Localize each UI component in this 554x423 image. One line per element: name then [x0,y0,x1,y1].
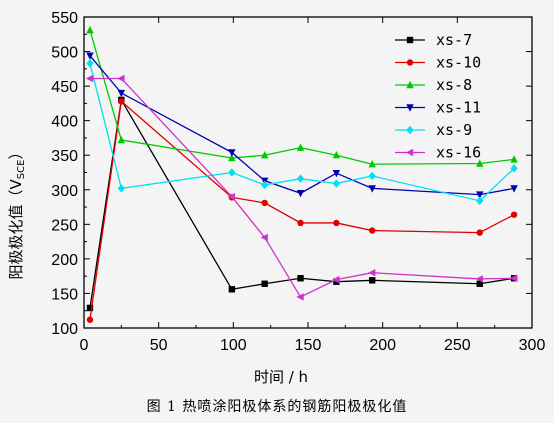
y-tick-label: 400 [51,114,78,131]
data-point [510,185,518,193]
legend-item-xs-16: xs-16 [395,144,481,162]
data-point [296,143,305,151]
legend-marker [406,80,414,89]
series-xs-10 [86,98,518,323]
data-point [297,219,304,227]
legend: xs-7 xs-10 xs-8 xs-11 xs-9 xs-16 [395,31,481,162]
y-tick-label: 150 [51,286,78,303]
data-point [227,192,236,201]
data-point [332,151,341,159]
data-point [369,277,376,284]
data-point [368,160,376,168]
data-point [228,149,236,157]
legend-item-xs-8: xs-8 [395,76,472,94]
data-point [476,196,484,206]
data-point [85,74,94,83]
data-point [117,74,125,83]
data-point [118,98,125,105]
data-point [332,169,341,178]
legend-label: xs-10 [436,54,481,72]
data-point [475,275,483,283]
y-tick-label: 200 [51,252,78,269]
x-tick-label: 300 [519,337,546,354]
data-point [260,180,269,190]
legend-item-xs-11: xs-11 [395,99,481,117]
legend-marker [406,104,414,112]
data-point [86,52,94,60]
x-axis-title: 时间 / h [254,368,308,386]
series-xs-9 [86,59,518,206]
data-point [117,184,126,193]
data-point [86,59,94,68]
data-point [86,316,94,323]
y-axis-title: 阳极极化值（VSCE） [7,145,27,280]
data-point [228,168,236,177]
legend-marker [406,125,414,135]
legend-label: xs-9 [436,121,472,139]
legend-marker [405,148,414,157]
data-point [332,275,340,284]
y-axis-title-end: ） [7,145,25,160]
legend-item-xs-9: xs-9 [395,121,472,139]
data-point [368,185,376,193]
x-tick-label: 250 [444,337,471,354]
data-point [509,274,518,282]
data-point [333,219,340,227]
y-tick-label: 450 [51,79,78,96]
y-axis-title-subscript: SCE [16,160,27,180]
data-point [476,229,483,236]
legend-marker [406,59,414,66]
legend-item-xs-10: xs-10 [395,54,481,72]
data-point [260,151,269,159]
legend-marker [406,36,414,44]
series-xs-8 [86,25,518,168]
legend-label: xs-8 [436,76,472,94]
data-point [260,233,268,242]
data-point [296,293,304,301]
data-point [510,211,518,218]
x-tick-label: 150 [295,337,322,354]
y-tick-label: 550 [51,10,78,27]
data-point [261,280,268,287]
data-point [261,199,268,207]
data-point [86,304,94,312]
figure-caption: 图 1 热喷涂阳极体系的钢筋阳极极化值 [146,399,408,415]
data-point [476,159,484,167]
legend-label: xs-7 [436,31,472,49]
y-tick-label: 100 [51,321,78,338]
y-tick-label: 300 [51,183,78,200]
data-point [86,25,94,34]
legend-item-xs-7: xs-7 [395,31,472,49]
legend-label: xs-11 [436,99,481,117]
data-point [297,275,304,282]
y-tick-label: 250 [51,217,78,234]
legend-label: xs-16 [436,144,481,162]
data-point [510,155,518,163]
data-point [369,227,376,234]
y-tick-label: 350 [51,148,78,165]
series-xs-16 [85,74,518,301]
axes: 0 50 100 150 200 250 300 100 150 200 250 300 350 400 4… [51,10,545,354]
y-tick-label: 500 [51,45,78,62]
data-point [296,190,305,198]
y-axis-title-main: 阳极极化值（V [7,178,25,279]
data-point [228,286,236,293]
x-tick-label: 200 [369,337,396,354]
series-layer [85,25,518,323]
data-point [476,280,483,287]
x-tick-label: 0 [80,337,89,354]
data-point [510,164,518,173]
data-point [228,153,236,162]
x-tick-label: 50 [150,337,168,354]
data-point [332,179,341,188]
data-point [117,89,126,98]
data-point [117,135,126,144]
x-tick-label: 100 [220,337,247,354]
data-point [368,171,376,181]
data-point [368,269,376,277]
data-point [296,174,305,183]
data-point [476,191,484,199]
